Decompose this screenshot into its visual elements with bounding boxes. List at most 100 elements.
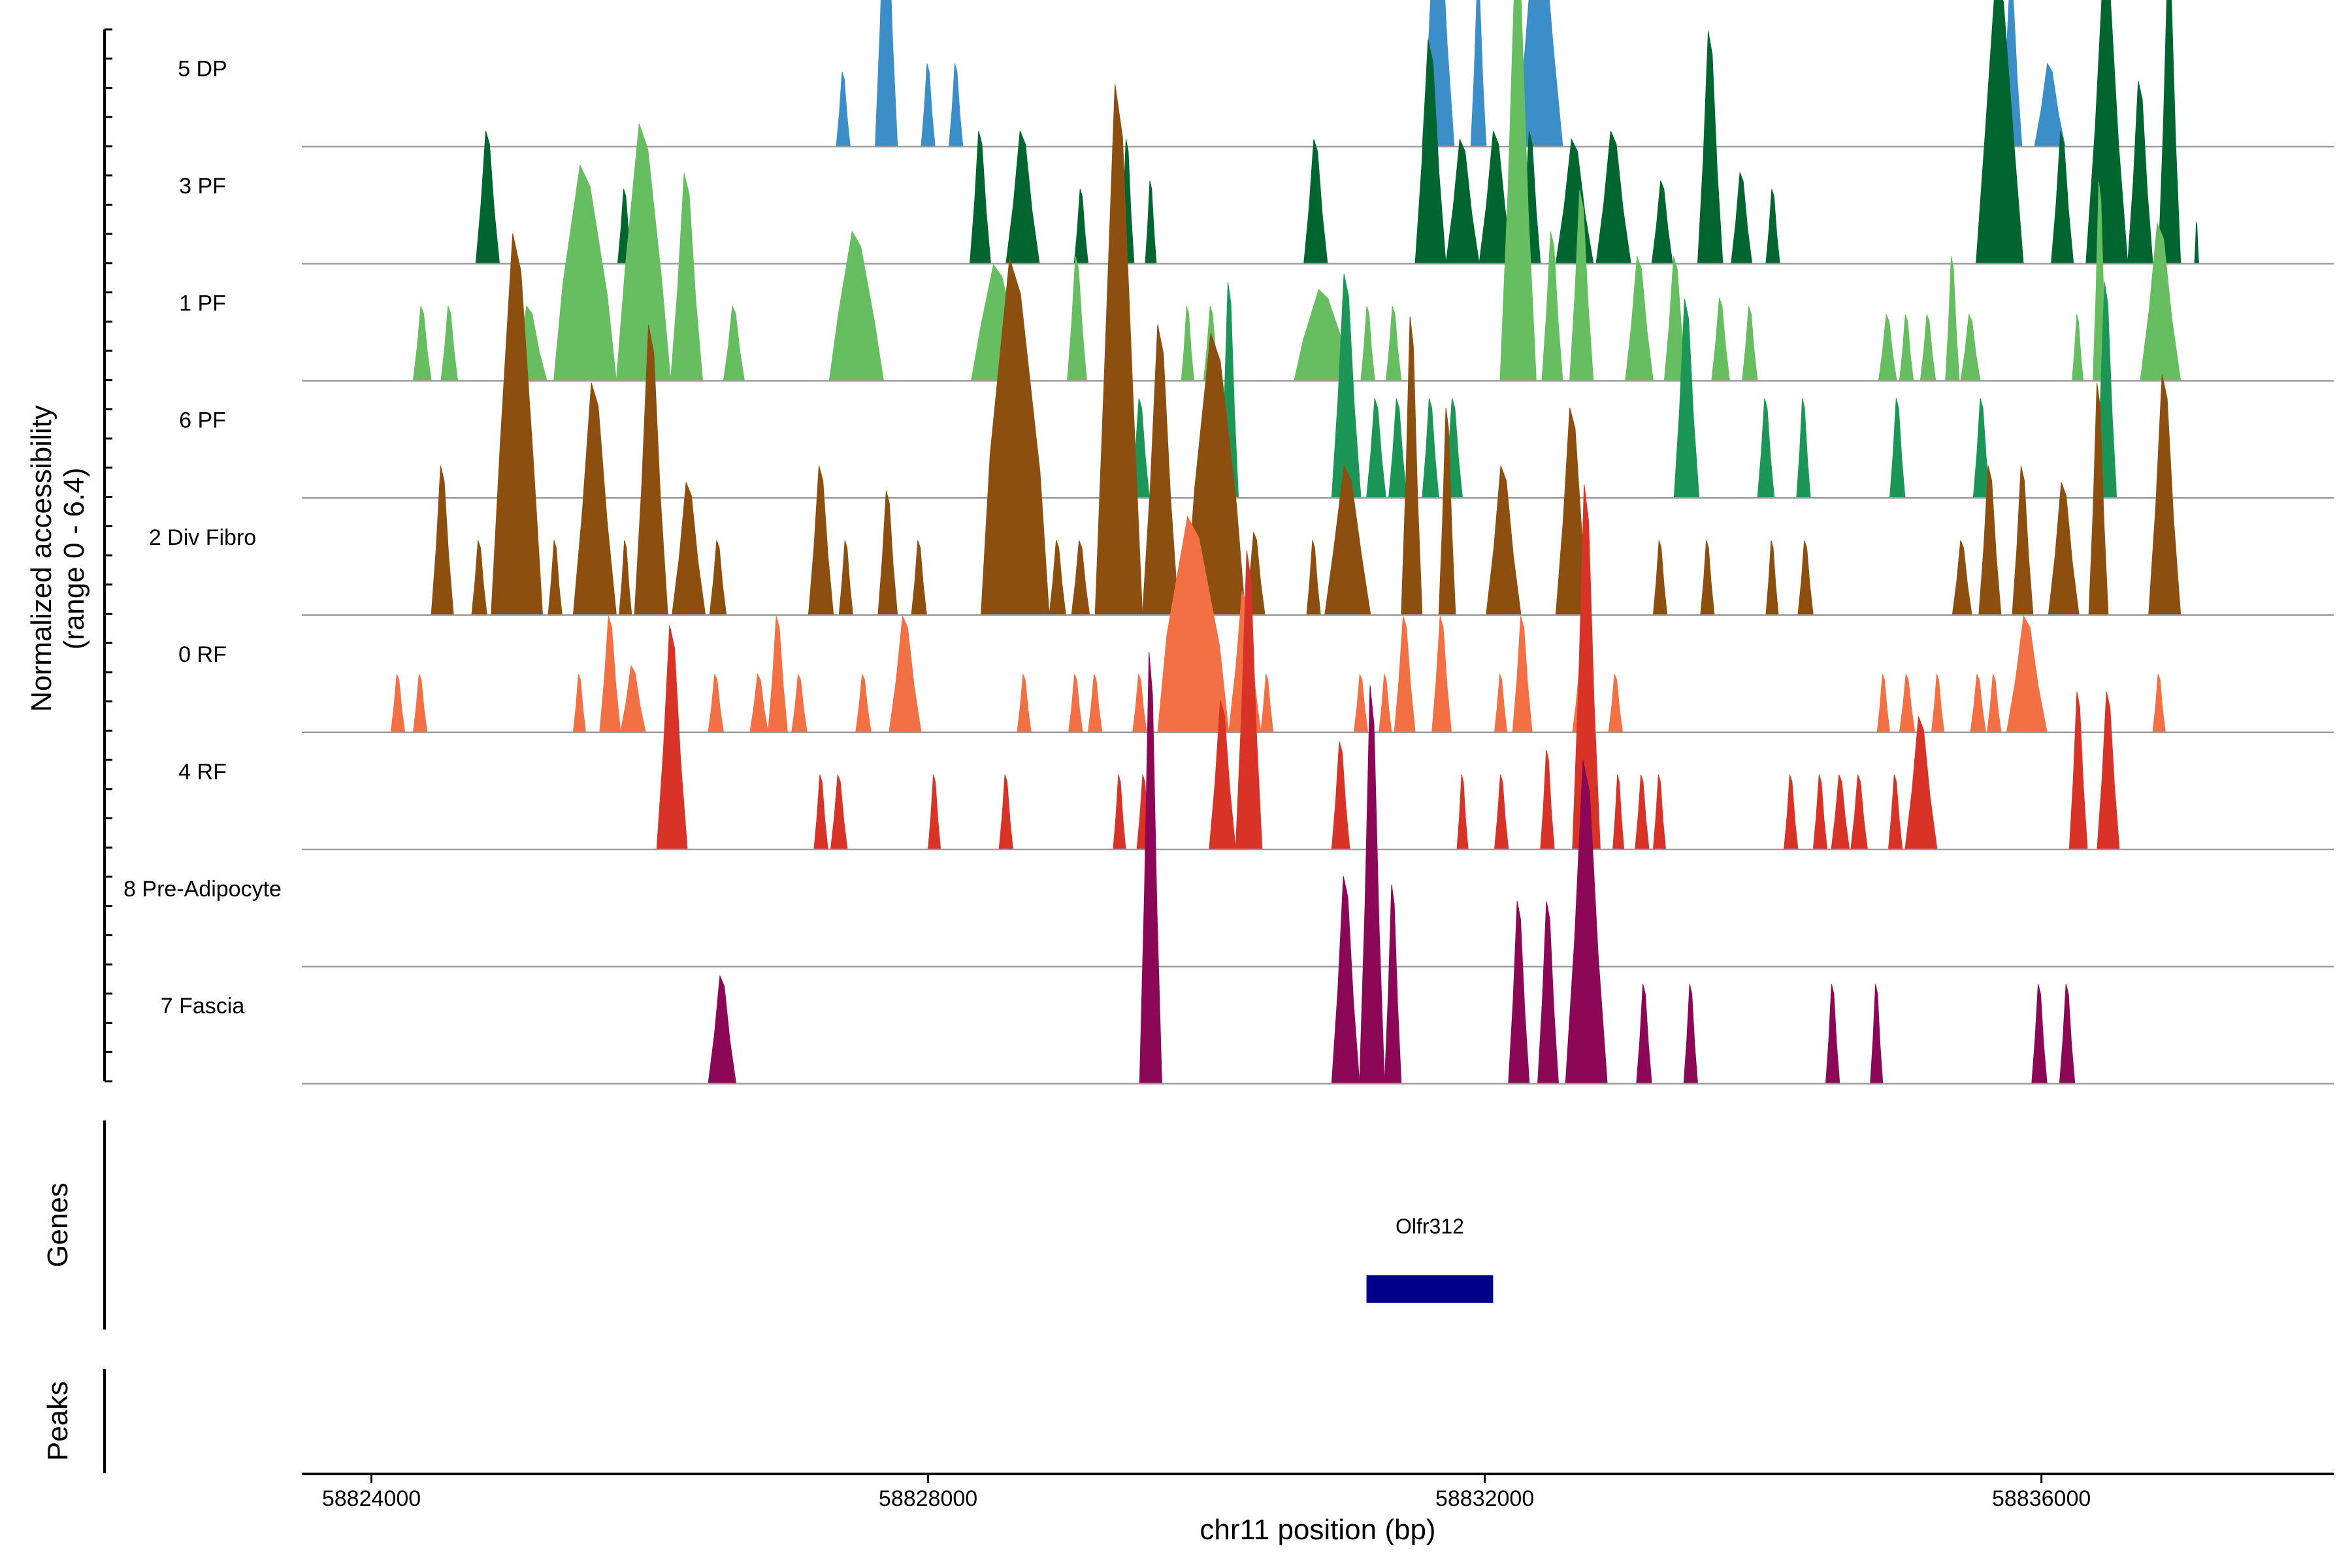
peak-3-pf-1 bbox=[475, 131, 500, 265]
peak-3-pf-25 bbox=[2194, 222, 2199, 265]
peak-1-pf-27 bbox=[1945, 256, 1960, 382]
peak-4-rf-1 bbox=[656, 625, 688, 850]
peak-6-pf-12 bbox=[1889, 398, 1906, 498]
peak-2-div-fibro-9 bbox=[709, 540, 727, 615]
peak-2-div-fibro-11 bbox=[838, 540, 854, 615]
peak-0-rf-3 bbox=[572, 674, 587, 733]
peak-2-div-fibro-13 bbox=[911, 540, 927, 615]
gene-label: Olfr312 bbox=[1396, 1215, 1464, 1238]
peak-3-pf-19 bbox=[1765, 189, 1780, 265]
peak-4-rf-2 bbox=[813, 774, 828, 850]
peak-2-div-fibro-27 bbox=[1652, 540, 1668, 615]
coverage-tracks: 5 DP 3 PF 1 PF 6 PF 2 Div Fibro 0 RF 4 RF 8 Pre… bbox=[123, 0, 2334, 1085]
peak-0-rf-13 bbox=[1068, 674, 1083, 733]
peaks-track-label: Peaks bbox=[42, 1381, 74, 1461]
peak-3-pf-4 bbox=[969, 131, 991, 265]
gene-models: Olfr312 bbox=[1366, 1215, 1494, 1303]
peak-2-div-fibro-2 bbox=[471, 540, 487, 615]
track-label: 8 Pre-Adipocyte bbox=[123, 877, 282, 902]
peak-3-pf-23 bbox=[2127, 81, 2153, 265]
x-axis-title: chr11 position (bp) bbox=[1200, 1514, 1435, 1546]
y-axis-ticks bbox=[105, 28, 112, 1083]
peak-2-div-fibro-22 bbox=[1324, 465, 1371, 615]
peak-2-div-fibro-1 bbox=[431, 465, 454, 615]
peak-2-div-fibro-10 bbox=[808, 465, 834, 615]
genes-track: Genes Olfr312 bbox=[42, 1120, 1494, 1330]
x-axis: 58824000 58828000 58832000 58836000 chr11 p… bbox=[302, 1473, 2334, 1546]
peak-7-fascia-9 bbox=[1636, 984, 1652, 1085]
track-4-rf: 4 RF bbox=[178, 484, 2334, 851]
peak-7-fascia-4 bbox=[1359, 685, 1385, 1085]
peak-2-div-fibro-3 bbox=[491, 233, 544, 615]
x-tick-label: 58824000 bbox=[322, 1486, 421, 1511]
peak-2-div-fibro-8 bbox=[672, 482, 706, 615]
peak-6-pf-4 bbox=[1331, 274, 1362, 498]
track-label: 5 DP bbox=[178, 57, 227, 82]
peak-2-div-fibro-17 bbox=[1094, 84, 1143, 615]
gene-body-olfr312 bbox=[1366, 1275, 1494, 1303]
peak-6-pf-7 bbox=[1422, 398, 1439, 498]
peak-3-pf-8 bbox=[1145, 180, 1157, 265]
peak-5-dp-2 bbox=[875, 0, 898, 147]
y-axis-title: Normalized accessibility bbox=[25, 405, 57, 711]
peak-4-rf-23 bbox=[1904, 716, 1938, 850]
peak-4-rf-25 bbox=[2097, 691, 2120, 850]
peak-0-rf-32 bbox=[2006, 615, 2048, 733]
y-axis: Normalized accessibility (range 0 - 6.4) bbox=[25, 28, 112, 1083]
peak-4-rf-6 bbox=[1113, 774, 1126, 850]
peak-4-rf-15 bbox=[1612, 774, 1625, 850]
peak-0-rf-11 bbox=[889, 615, 922, 733]
peak-4-rf-13 bbox=[1540, 749, 1555, 850]
peak-1-pf-2 bbox=[440, 306, 459, 382]
peak-0-rf-33 bbox=[2152, 674, 2166, 733]
peak-0-rf-12 bbox=[1017, 674, 1032, 733]
peak-0-rf-19 bbox=[1353, 674, 1369, 733]
peak-0-rf-10 bbox=[855, 674, 872, 733]
x-tick-label: 58832000 bbox=[1435, 1486, 1534, 1511]
track-2-div-fibro: 2 Div Fibro bbox=[149, 84, 2334, 616]
peak-3-pf-15 bbox=[1595, 131, 1631, 265]
peak-4-rf-21 bbox=[1850, 774, 1868, 850]
peaks-track: Peaks bbox=[42, 1369, 106, 1473]
peak-4-rf-24 bbox=[2068, 691, 2088, 850]
peak-1-pf-12 bbox=[1181, 306, 1194, 382]
peak-0-rf-5 bbox=[620, 664, 646, 733]
peak-0-rf-30 bbox=[1970, 674, 1987, 733]
track-8-pre-adipocyte: 8 Pre-Adipocyte bbox=[123, 877, 2334, 968]
peak-4-rf-12 bbox=[1494, 774, 1509, 850]
peak-1-pf-23 bbox=[1742, 306, 1758, 382]
peak-7-fascia-6 bbox=[1508, 901, 1530, 1085]
peak-0-rf-4 bbox=[599, 615, 621, 733]
peak-2-div-fibro-12 bbox=[877, 490, 898, 615]
peak-0-rf-2 bbox=[412, 674, 428, 733]
peak-2-div-fibro-5 bbox=[572, 382, 617, 615]
peak-1-pf-1 bbox=[412, 306, 432, 382]
peak-6-pf-10 bbox=[1757, 398, 1775, 498]
track-label: 4 RF bbox=[178, 759, 227, 784]
peak-2-div-fibro-34 bbox=[2048, 482, 2080, 615]
peak-6-pf-6 bbox=[1388, 398, 1407, 498]
peak-1-pf-25 bbox=[1899, 314, 1914, 382]
peak-0-rf-1 bbox=[390, 674, 406, 733]
peak-6-pf-5 bbox=[1366, 398, 1386, 498]
peak-1-pf-26 bbox=[1919, 314, 1936, 382]
peak-1-pf-20 bbox=[1625, 256, 1654, 382]
peak-0-rf-28 bbox=[1899, 674, 1916, 733]
peak-5-dp-6 bbox=[1470, 0, 1487, 147]
peak-3-pf-6 bbox=[1073, 189, 1089, 265]
peak-5-dp-1 bbox=[836, 71, 851, 147]
peak-7-fascia-11 bbox=[1825, 984, 1840, 1085]
peak-0-rf-31 bbox=[1987, 674, 2002, 733]
peak-2-div-fibro-28 bbox=[1700, 540, 1715, 615]
peak-0-rf-20 bbox=[1379, 674, 1392, 733]
track-0-rf: 0 RF bbox=[178, 515, 2334, 734]
peak-5-dp-4 bbox=[948, 63, 964, 147]
peak-0-rf-22 bbox=[1431, 615, 1452, 733]
peak-7-fascia-8 bbox=[1565, 760, 1608, 1085]
peak-1-pf-7 bbox=[723, 304, 745, 382]
peak-3-pf-14 bbox=[1555, 138, 1594, 265]
x-axis-ticks: 58824000 58828000 58832000 58836000 bbox=[322, 1474, 2091, 1511]
peak-1-pf-29 bbox=[2071, 314, 2084, 382]
peak-0-rf-29 bbox=[1931, 674, 1945, 733]
peak-2-div-fibro-25 bbox=[1486, 465, 1522, 615]
